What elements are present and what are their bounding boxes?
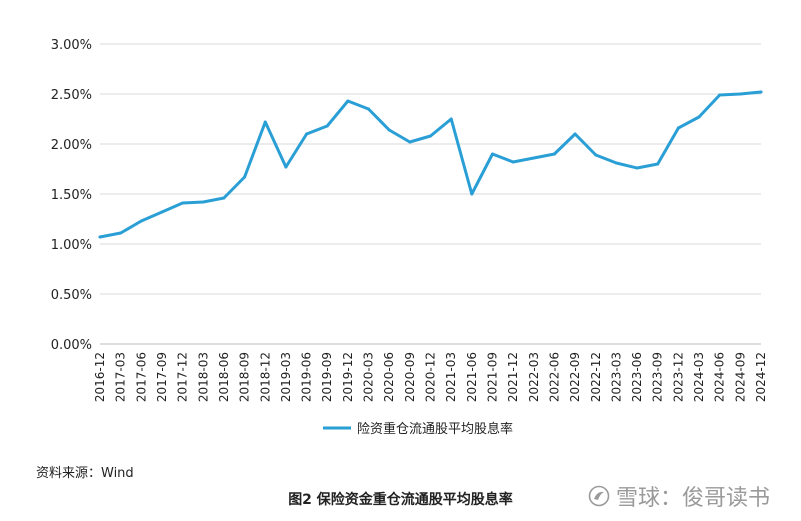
legend-label: 险资重仓流通股平均股息率 — [357, 421, 513, 437]
data-point — [346, 99, 350, 103]
data-point — [697, 115, 701, 119]
x-tick-label: 2023-09 — [651, 352, 665, 402]
data-point — [429, 134, 432, 138]
x-axis-ticks: 2016-12 2017-03 2017-06 2017-09 2017-12 2018-… — [93, 352, 768, 402]
x-tick-label: 2016-12 — [93, 352, 107, 402]
legend[interactable]: 险资重仓流通股平均股息率 — [323, 421, 513, 437]
x-tick-label: 2021-03 — [444, 352, 458, 402]
data-point — [263, 120, 267, 124]
watermark: 雪球：俊哥读书 — [588, 480, 770, 512]
x-tick-label: 2020-09 — [403, 352, 417, 402]
x-tick-label: 2022-09 — [568, 352, 582, 402]
x-tick-label: 2018-12 — [258, 352, 272, 402]
x-tick-label: 2024-12 — [754, 352, 768, 402]
figure-caption: 图2 保险资金重仓流通股平均股息率 — [288, 492, 513, 508]
data-point — [160, 210, 164, 214]
x-tick-label: 2021-09 — [485, 352, 499, 402]
data-point — [284, 165, 288, 169]
data-point — [635, 166, 639, 170]
data-point — [759, 90, 763, 94]
x-tick-label: 2017-06 — [134, 352, 148, 402]
x-tick-label: 2023-12 — [671, 352, 685, 402]
series-group — [98, 90, 763, 239]
data-point — [98, 235, 102, 239]
data-point — [470, 192, 474, 196]
x-tick-label: 2021-12 — [506, 352, 520, 402]
data-point — [367, 107, 371, 111]
data-point — [718, 93, 722, 97]
data-point — [676, 126, 680, 130]
x-tick-label: 2022-12 — [589, 352, 603, 402]
x-tick-label: 2020-12 — [424, 352, 438, 402]
source-note: 资料来源：Wind — [36, 466, 134, 481]
watermark-text: 雪球：俊哥读书 — [616, 486, 771, 511]
x-tick-label: 2023-03 — [609, 352, 623, 402]
x-tick-label: 2024-06 — [713, 352, 727, 402]
data-point — [119, 231, 123, 235]
x-tick-label: 2017-03 — [114, 352, 128, 402]
x-tick-label: 2018-03 — [196, 352, 210, 402]
x-tick-label: 2024-09 — [733, 352, 747, 402]
x-tick-label: 2019-06 — [300, 352, 314, 402]
x-tick-label: 2018-09 — [238, 352, 252, 402]
data-point — [243, 175, 247, 179]
y-tick-label: 2.50% — [51, 88, 92, 103]
data-point — [656, 162, 660, 166]
data-point — [573, 132, 577, 136]
data-point — [222, 196, 226, 200]
x-tick-label: 2017-09 — [155, 352, 169, 402]
x-tick-label: 2019-09 — [320, 352, 334, 402]
y-tick-label: 0.50% — [51, 288, 92, 303]
data-point — [305, 132, 309, 136]
y-tick-label: 0.00% — [51, 338, 92, 353]
x-tick-label: 2022-03 — [527, 352, 541, 402]
x-tick-label: 2020-06 — [382, 352, 396, 402]
data-point — [181, 201, 185, 205]
data-point — [449, 117, 453, 121]
data-point — [139, 219, 143, 223]
x-tick-label: 2024-03 — [692, 352, 706, 402]
y-axis-ticks: 0.00% 0.50% 1.00% 1.50% 2.00% 2.50% 3.00% — [51, 38, 92, 353]
series-line — [98, 90, 763, 239]
data-point — [325, 124, 329, 128]
data-point — [511, 160, 515, 164]
data-point — [490, 152, 494, 156]
chart: 0.00% 0.50% 1.00% 1.50% 2.00% 2.50% 3.00% 2016… — [51, 38, 768, 437]
data-point — [201, 200, 205, 204]
data-point — [408, 140, 412, 144]
x-tick-label: 2023-06 — [630, 352, 644, 402]
x-tick-label: 2019-03 — [279, 352, 293, 402]
y-tick-label: 1.00% — [51, 238, 92, 253]
snowball-logo-icon — [588, 485, 610, 507]
x-tick-label: 2022-06 — [547, 352, 561, 402]
data-point — [738, 92, 742, 96]
data-point — [552, 152, 556, 156]
x-tick-label: 2021-06 — [465, 352, 479, 402]
x-tick-label: 2018-06 — [217, 352, 231, 402]
y-tick-label: 3.00% — [51, 38, 92, 53]
data-point — [594, 153, 598, 157]
x-tick-label: 2019-12 — [341, 352, 355, 402]
data-point — [387, 128, 391, 132]
data-point — [532, 156, 536, 160]
x-tick-label: 2017-12 — [176, 352, 190, 402]
x-tick-label: 2020-03 — [362, 352, 376, 402]
y-tick-label: 1.50% — [51, 188, 92, 203]
y-tick-label: 2.00% — [51, 138, 92, 153]
data-point — [614, 161, 618, 165]
gridlines — [100, 43, 761, 345]
